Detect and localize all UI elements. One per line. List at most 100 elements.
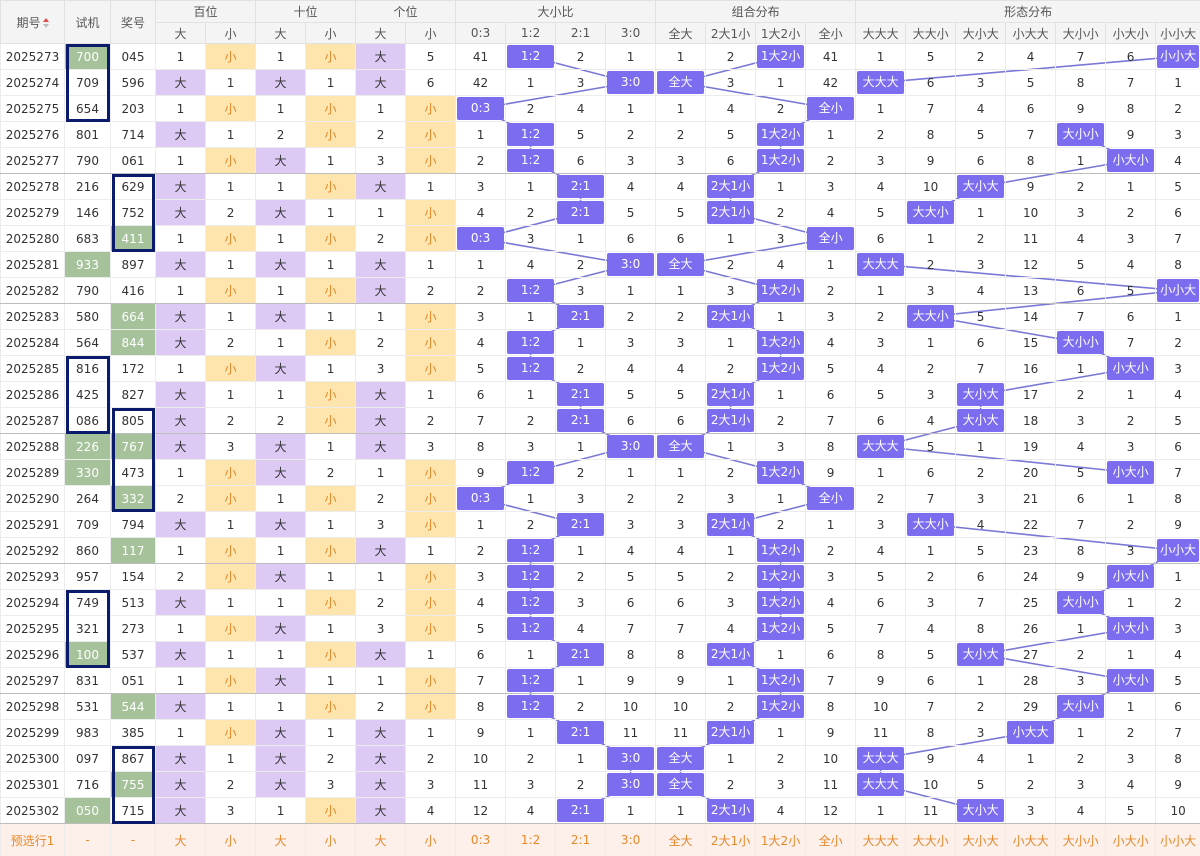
cell-text: 8 (976, 621, 985, 636)
footer-cell[interactable]: 小大大 (1005, 823, 1057, 856)
count-cell: 9 (855, 667, 907, 694)
cell-text: 1 (726, 751, 735, 766)
footer-cell[interactable]: 小 (204, 823, 257, 856)
count-cell: 1大2小 (755, 563, 807, 590)
count-cell: 2 (555, 355, 607, 382)
count-cell: 4 (1105, 771, 1157, 798)
footer-cell[interactable]: 0:3 (455, 823, 507, 856)
count-cell: 小 (405, 459, 457, 486)
count-cell: 2 (705, 355, 757, 382)
cell-text: 小 (324, 596, 337, 610)
count-cell: 1 (255, 329, 307, 356)
count-cell: 1 (255, 381, 307, 408)
number-cell: 051 (110, 667, 156, 694)
footer-cell[interactable]: 小 (305, 823, 357, 856)
cell-text: 3 (726, 75, 735, 90)
count-cell: 2 (505, 95, 557, 122)
count-cell: 1 (405, 719, 457, 746)
count-cell: 3 (555, 69, 607, 96)
count-cell: 小 (305, 277, 357, 304)
cell-text: 844 (121, 335, 145, 350)
footer-cell[interactable]: 3:0 (605, 823, 657, 856)
footer-cell[interactable]: 2:1 (555, 823, 607, 856)
count-cell: 1 (305, 719, 357, 746)
count-cell: 小大小 (1105, 355, 1157, 382)
hit-cell: 0:3 (457, 227, 505, 250)
hit-cell: 大大大 (857, 253, 905, 276)
footer-cell[interactable]: 大小小 (1055, 823, 1107, 856)
number-cell: 664 (110, 303, 156, 330)
number-cell: 146 (64, 199, 111, 226)
cell-text: 716 (76, 777, 99, 792)
count-cell: 9 (905, 745, 957, 772)
count-cell: 4 (1005, 43, 1057, 70)
count-cell: 2 (505, 407, 557, 434)
footer-row: 预选行1- - 大小大小大小 0:3 1:2 2:1 3:0 全大 2大1小 1大2小 全小 大大大大… (0, 823, 1200, 856)
count-cell: 1:2 (505, 121, 557, 148)
footer-cell[interactable]: 小大小 (1105, 823, 1157, 856)
cell-text: 4 (926, 413, 935, 428)
cell-text: 1 (176, 153, 185, 168)
cell-text: 7 (876, 621, 885, 636)
footer-cell[interactable]: 大 (355, 823, 407, 856)
footer-cell[interactable]: 全大 (655, 823, 707, 856)
footer-cell[interactable]: 全小 (805, 823, 857, 856)
cell-text: 1 (776, 75, 785, 90)
footer-cell[interactable]: 大大小 (905, 823, 957, 856)
cell-text: 3 (476, 569, 485, 584)
period-cell: 2025291 (0, 511, 65, 538)
count-cell: 3 (805, 173, 857, 200)
count-cell: 1 (755, 173, 807, 200)
hit-cell: 大大大 (857, 747, 905, 770)
cell-text: 1 (876, 101, 885, 116)
sort-icon[interactable] (42, 18, 49, 28)
footer-cell[interactable]: 2大1小 (705, 823, 757, 856)
count-cell: 5 (605, 199, 657, 226)
count-cell: 4 (705, 95, 757, 122)
cell-text: 2 (1126, 413, 1135, 428)
cell-text: 9 (926, 153, 935, 168)
column-header[interactable]: 期号 (0, 0, 65, 44)
cell-text: 1 (426, 257, 435, 272)
cell-text: 2 (526, 413, 535, 428)
footer-cell[interactable]: 大小大 (955, 823, 1007, 856)
count-cell: 2 (955, 459, 1007, 486)
count-cell: 1:2 (505, 459, 557, 486)
hit-cell: 大小大 (957, 175, 1005, 198)
count-cell: 5 (1155, 667, 1200, 694)
count-cell: 全大 (655, 433, 707, 460)
count-cell: 1 (305, 563, 357, 590)
period-cell: 2025299 (0, 719, 65, 746)
count-cell: 12 (455, 797, 507, 824)
count-cell: 1 (305, 615, 357, 642)
count-cell: 5 (1005, 69, 1057, 96)
hit-cell: 1:2 (507, 331, 555, 354)
cell-text: 1 (676, 465, 685, 480)
hit-cell: 2:1 (557, 305, 605, 328)
count-cell: 6 (455, 381, 507, 408)
footer-cell[interactable]: 小 (405, 823, 457, 856)
count-cell: 4 (555, 615, 607, 642)
count-cell: 1 (955, 667, 1007, 694)
cell-text: 小 (224, 102, 237, 116)
count-cell: 5 (555, 121, 607, 148)
cell-text: 5 (476, 361, 485, 376)
footer-cell[interactable]: 大大大 (855, 823, 907, 856)
footer-cell[interactable]: 大 (255, 823, 307, 856)
cell-text: 18 (1022, 413, 1039, 428)
footer-cell[interactable]: 大 (155, 823, 206, 856)
cell-text: 537 (121, 647, 145, 662)
cell-text: 1 (926, 335, 935, 350)
count-cell: 10 (655, 693, 707, 720)
count-cell: 小 (305, 537, 357, 564)
count-cell: 3 (505, 433, 557, 460)
count-cell: 小大小 (1105, 147, 1157, 174)
cell-text: 2 (1126, 725, 1135, 740)
footer-cell[interactable]: 小小大 (1155, 823, 1200, 856)
count-cell: 4 (705, 615, 757, 642)
footer-cell[interactable]: 1:2 (505, 823, 557, 856)
count-cell: 3 (405, 433, 457, 460)
count-cell: 2 (755, 407, 807, 434)
footer-cell[interactable]: 1大2小 (755, 823, 807, 856)
count-cell: 1 (305, 433, 357, 460)
